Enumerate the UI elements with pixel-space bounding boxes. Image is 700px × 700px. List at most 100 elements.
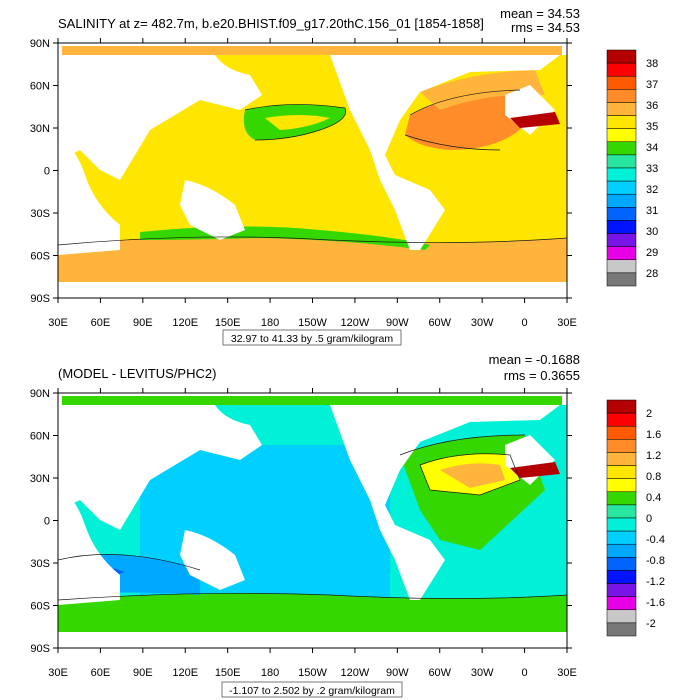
colorbar-segment <box>606 543 637 558</box>
lon-tick-label: 30E <box>557 317 577 329</box>
colorbar-segment <box>606 491 637 506</box>
lon-tick-label: 0 <box>522 317 528 329</box>
lon-tick-label: 150W <box>298 667 327 679</box>
lon-tick-label: 90W <box>386 317 409 329</box>
colorbar-segment <box>606 478 637 493</box>
colorbar-segment <box>606 399 637 414</box>
lat-tick-label: 60N <box>30 81 50 93</box>
colorbar-label: 34 <box>646 142 658 154</box>
colorbar-segment <box>606 207 637 221</box>
land-masses <box>58 55 567 298</box>
colorbar-label: 0.4 <box>646 492 661 504</box>
colorbar-label: 0.8 <box>646 471 661 483</box>
contour-line <box>57 236 568 246</box>
lon-tick-label: 180 <box>261 667 279 679</box>
difference-map-panel: 90N 60N 30N 0 30S 60S 90S 30E 60E 90E 120E 150E 180… <box>0 350 700 700</box>
lat-axis: 90N 60N 30N 0 30S 60S 90S <box>30 388 572 655</box>
colorbar-segment <box>606 465 637 479</box>
contour-line <box>419 453 521 496</box>
range-label: -1.107 to 2.502 by .2 gram/kilogram <box>229 685 395 697</box>
lon-tick-label: 30E <box>48 317 68 329</box>
colorbar-segment <box>606 75 637 90</box>
colorbar-segment <box>606 439 637 453</box>
lon-tick-label: 30W <box>471 317 494 329</box>
eurasia-africa-land <box>58 405 262 530</box>
north-pacific-core <box>265 115 330 130</box>
colorbar-label: 38 <box>646 58 658 70</box>
lon-tick-label: 60W <box>428 667 451 679</box>
contour-line <box>409 89 521 116</box>
southern-ocean-band <box>58 236 567 282</box>
map-title: SALINITY at z= 482.7m, b.e20.BHIST.f09_g… <box>58 16 484 31</box>
colorbar: 2 1.6 1.2 0.8 0.4 0 -0.4 -0.8 -1.2 -1.6 -2 <box>606 399 665 637</box>
colorbar-segment <box>606 425 637 440</box>
colorbar-segment <box>606 557 637 571</box>
colorbar-label: 37 <box>646 79 658 91</box>
colorbar-segment <box>606 141 637 156</box>
range-label-box <box>222 329 402 346</box>
colorbar-segment <box>606 570 637 584</box>
colorbar-label: 32 <box>646 184 658 196</box>
colorbar-segment <box>606 102 637 116</box>
colorbar-label: 28 <box>646 268 658 280</box>
colorbar-segment <box>606 622 637 637</box>
colorbar-segment <box>606 193 637 208</box>
colorbar-label: 36 <box>646 100 658 112</box>
colorbar-segment <box>606 49 637 64</box>
colorbar-segment <box>606 504 637 519</box>
antarctica-land <box>58 282 567 298</box>
colorbar: 38 37 36 35 34 33 32 31 30 29 28 <box>606 49 658 287</box>
range-label: 32.97 to 41.33 by .5 gram/kilogram <box>231 333 394 345</box>
mean-label: mean = -0.1688 <box>489 352 580 367</box>
colorbar-label: -0.8 <box>646 555 665 567</box>
lon-axis: 30E 60E 90E 120E 150E 180 150W 120W 90W 60W 30W 0 30… <box>48 388 577 679</box>
colorbar-segment <box>606 530 637 545</box>
colorbar-segment <box>606 272 637 287</box>
lat-tick-label: 60S <box>30 251 50 263</box>
australia-land <box>180 530 245 590</box>
lat-tick-label: 60S <box>30 601 50 613</box>
lon-tick-label: 60E <box>91 317 111 329</box>
salinity-map-svg: 90N 60N 30N 0 30S 60S 90S 30E 60E 90E 120E 150E 180… <box>30 6 658 346</box>
colorbar-label: 2 <box>646 408 652 420</box>
colorbar-segment <box>606 412 637 427</box>
lat-tick-label: 0 <box>44 166 50 178</box>
colorbar-label: 33 <box>646 163 658 175</box>
colorbar-segment <box>606 596 637 611</box>
mediterranean-positive-bias <box>510 462 560 478</box>
colorbar-segment <box>606 452 637 466</box>
lat-tick-label: 60N <box>30 431 50 443</box>
lon-tick-label: 60W <box>428 317 451 329</box>
lon-tick-label: 90W <box>386 667 409 679</box>
africa-land <box>58 490 120 605</box>
rms-label: rms = 34.53 <box>511 20 580 35</box>
lon-tick-label: 150E <box>215 667 241 679</box>
subpolar-atlantic <box>420 70 545 110</box>
range-label-box <box>221 681 403 698</box>
colorbar-segment <box>606 115 637 129</box>
lon-tick-label: 30W <box>471 667 494 679</box>
lat-tick-label: 90S <box>30 643 50 655</box>
colorbar-segment <box>606 259 637 274</box>
contour-line <box>399 434 526 456</box>
colorbar-label: 1.6 <box>646 429 661 441</box>
colorbar-segment <box>606 62 637 77</box>
colorbar-label: -1.2 <box>646 576 665 588</box>
lon-tick-label: 60E <box>91 667 111 679</box>
colorbar-segment <box>606 154 637 169</box>
contour-line <box>244 104 347 141</box>
colorbar-label: 31 <box>646 205 658 217</box>
lat-tick-label: 90N <box>30 388 50 400</box>
rms-label: rms = 0.3655 <box>504 368 580 383</box>
lon-tick-label: 0 <box>522 667 528 679</box>
colorbar-label: 1.2 <box>646 450 661 462</box>
colorbar-label: 30 <box>646 226 658 238</box>
eurasia-africa-land <box>58 55 262 180</box>
colorbar-segment <box>606 89 637 103</box>
lon-tick-label: 90E <box>133 317 153 329</box>
lat-tick-label: 30N <box>30 473 50 485</box>
lon-tick-label: 90E <box>133 667 153 679</box>
lat-tick-label: 30N <box>30 123 50 135</box>
atlantic-orange-bias <box>440 463 505 488</box>
lat-axis: 90N 60N 30N 0 30S 60S 90S <box>30 38 572 305</box>
